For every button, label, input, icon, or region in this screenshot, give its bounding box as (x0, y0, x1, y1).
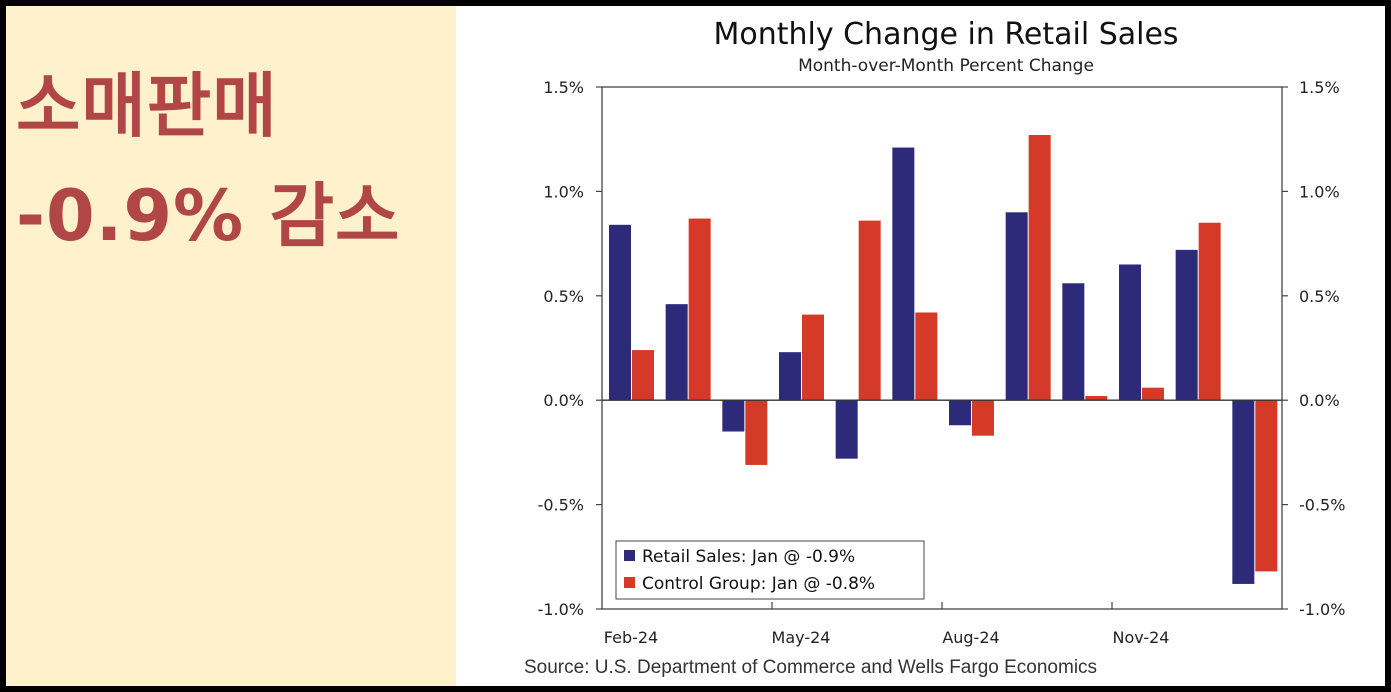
retail-sales-bar (1232, 400, 1255, 584)
retail-sales-bar (722, 400, 745, 432)
control-group-bar (972, 400, 994, 436)
control-group-bar (632, 350, 654, 401)
y-tick-label-left: 0.5% (543, 287, 584, 306)
control-group-bar (858, 220, 881, 401)
plot-area: -1.0% -1.0% -0.5% -0.5% 0.0% 0.0% 0.5% 0.5% 1.0%… (538, 78, 1346, 647)
y-tick-label-right: 1.0% (1299, 182, 1340, 201)
chart-title: Monthly Change in Retail Sales (713, 17, 1178, 52)
y-tick-label-right: 1.5% (1299, 78, 1340, 97)
control-group-bar (1142, 387, 1164, 401)
y-tick-label-left: 1.0% (543, 182, 584, 201)
legend-entry: Control Group: Jan @ -0.8% (642, 574, 875, 594)
headline-panel: 소매판매 -0.9% 감소 (6, 6, 456, 686)
control-group-bar (745, 400, 768, 465)
chart-source: Source: U.S. Department of Commerce and … (524, 657, 1097, 678)
chart-subtitle: Month-over-Month Percent Change (798, 56, 1094, 76)
retail-sales-bar (1005, 212, 1028, 401)
retail-sales-bar (835, 400, 858, 459)
control-group-bar (1028, 135, 1051, 401)
legend-swatch (624, 577, 635, 588)
control-group-bar (802, 314, 824, 401)
legend-entry: Retail Sales: Jan @ -0.9% (642, 547, 855, 567)
y-tick-label-left: 1.5% (543, 78, 584, 97)
legend-swatch (624, 550, 635, 561)
x-tick-label: May-24 (772, 628, 831, 647)
y-tick-label-right: -1.0% (1299, 600, 1345, 619)
y-tick-label-left: -0.5% (538, 496, 584, 515)
x-tick-label: Aug-24 (942, 628, 999, 647)
control-group-bar (1198, 222, 1221, 401)
retail-sales-bar (609, 224, 631, 401)
retail-sales-bar (779, 352, 801, 401)
x-tick-label: Nov-24 (1113, 628, 1170, 647)
retail-sales-bar (1119, 264, 1141, 401)
y-tick-label-right: -0.5% (1299, 496, 1345, 515)
retail-sales-bar (1062, 283, 1085, 401)
y-tick-label-right: 0.0% (1299, 391, 1340, 410)
chart-panel: Monthly Change in Retail Sales Month-ove… (456, 6, 1385, 686)
headline-line-2: -0.9% 감소 (16, 175, 401, 257)
legend-box (615, 540, 925, 600)
control-group-bar (1255, 400, 1278, 572)
retail-sales-bar (665, 304, 688, 401)
control-group-bar (915, 312, 938, 401)
control-group-bar (688, 218, 711, 401)
headline-line-1: 소매판매 (16, 65, 278, 147)
x-tick-label: Feb-24 (604, 628, 658, 647)
y-tick-label-right: 0.5% (1299, 287, 1340, 306)
retail-sales-bar (1175, 249, 1198, 401)
legend: Retail Sales: Jan @ -0.9% Control Group: … (615, 540, 925, 600)
retail-sales-bar (892, 147, 915, 401)
retail-sales-chart: Monthly Change in Retail Sales Month-ove… (524, 17, 1346, 678)
y-tick-label-left: 0.0% (543, 391, 584, 410)
retail-sales-bar (949, 400, 971, 426)
y-tick-label-left: -1.0% (538, 600, 584, 619)
control-group-bar (1085, 396, 1108, 401)
